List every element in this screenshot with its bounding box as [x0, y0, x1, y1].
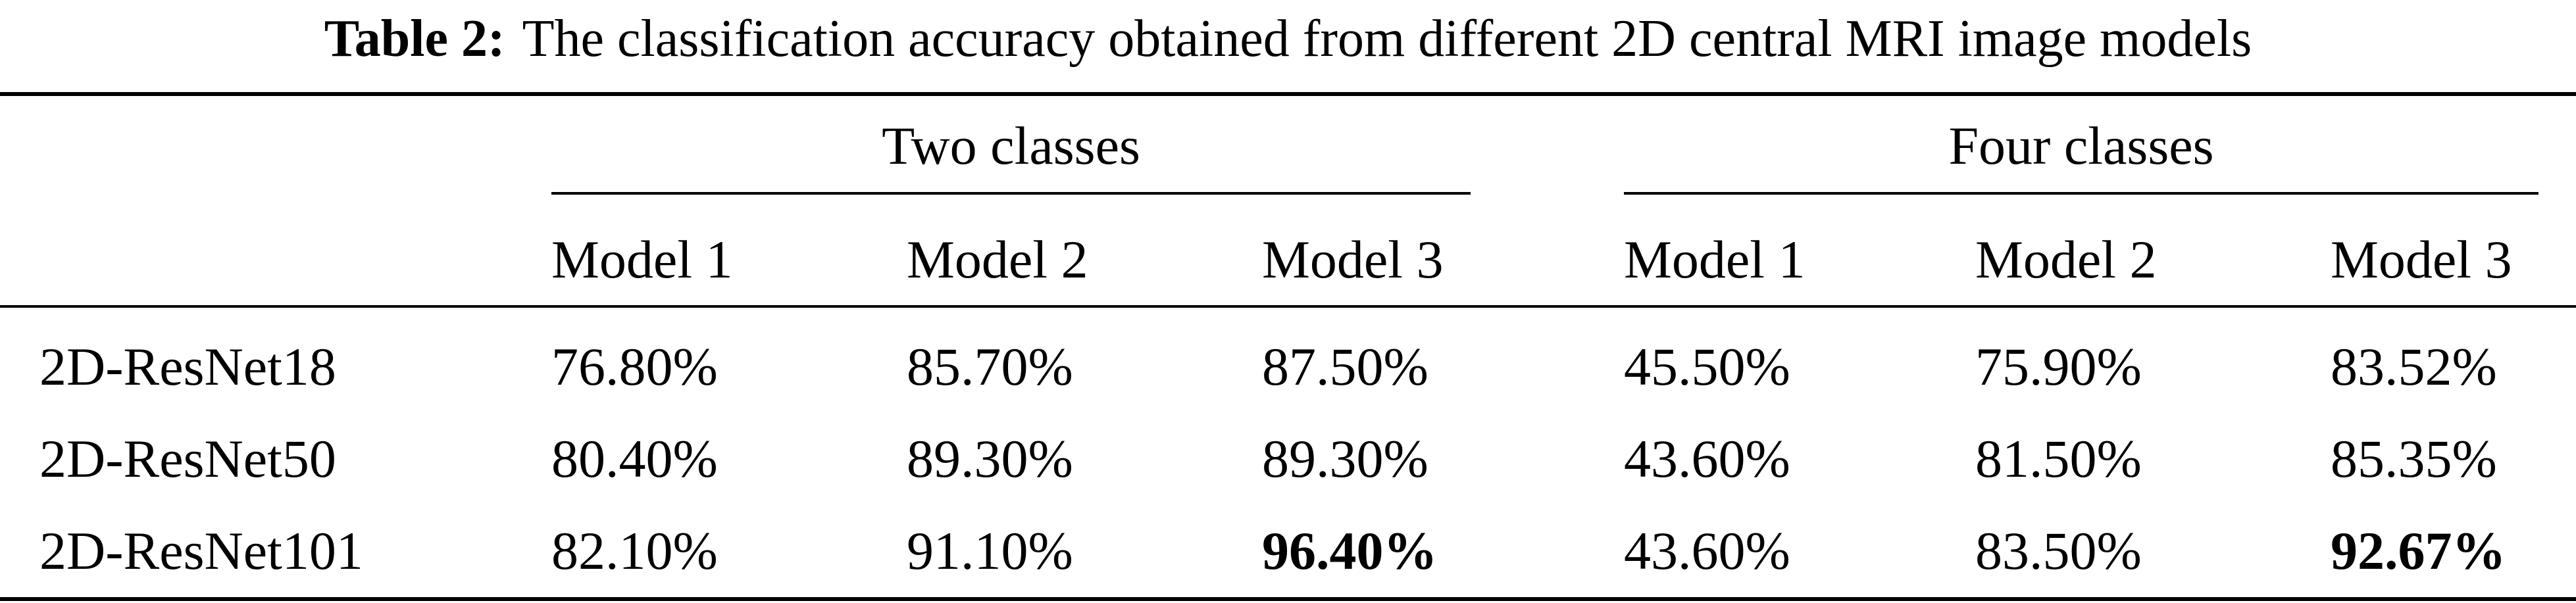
table-cell: 91.10% — [907, 521, 1073, 581]
table-cell: 92.67% — [2331, 521, 2506, 581]
column-header: Model 3 — [1262, 229, 1444, 289]
table-cell: 81.50% — [1975, 429, 2142, 489]
row-label: 2D-ResNet18 — [39, 337, 336, 397]
table-cell: 89.30% — [1262, 429, 1428, 489]
four-classes-rule — [1624, 192, 2538, 195]
table-cell: 43.60% — [1624, 429, 1790, 489]
column-header: Model 2 — [907, 229, 1088, 289]
table-cell: 83.50% — [1975, 521, 2142, 581]
caption-text: The classification accuracy obtained fro… — [522, 10, 2252, 68]
top-rule — [0, 92, 2576, 96]
table-caption: Table 2: The classification accuracy obta… — [0, 3, 2576, 75]
table-cell: 85.70% — [907, 337, 1073, 397]
table-cell: 43.60% — [1624, 521, 1790, 581]
header-rule — [0, 305, 2576, 308]
row-label: 2D-ResNet50 — [39, 429, 336, 489]
column-header: Model 2 — [1975, 229, 2157, 289]
table-cell: 85.35% — [2331, 429, 2497, 489]
table-cell: 80.40% — [551, 429, 718, 489]
group-header-four-classes: Four classes — [1948, 116, 2214, 176]
column-header: Model 1 — [1624, 229, 1806, 289]
table-cell: 75.90% — [1975, 337, 2142, 397]
table-cell: 89.30% — [907, 429, 1073, 489]
table-cell: 83.52% — [2331, 337, 2497, 397]
two-classes-rule — [551, 192, 1471, 195]
column-header: Model 3 — [2331, 229, 2512, 289]
group-header-two-classes: Two classes — [882, 116, 1140, 176]
table-cell: 82.10% — [551, 521, 718, 581]
table-cell: 76.80% — [551, 337, 718, 397]
table-cell: 96.40% — [1262, 521, 1438, 581]
caption-label: Table 2: — [324, 10, 505, 68]
row-label: 2D-ResNet101 — [39, 521, 363, 581]
column-header: Model 1 — [551, 229, 733, 289]
bottom-rule — [0, 597, 2576, 601]
table-cell: 45.50% — [1624, 337, 1790, 397]
table-cell: 87.50% — [1262, 337, 1428, 397]
